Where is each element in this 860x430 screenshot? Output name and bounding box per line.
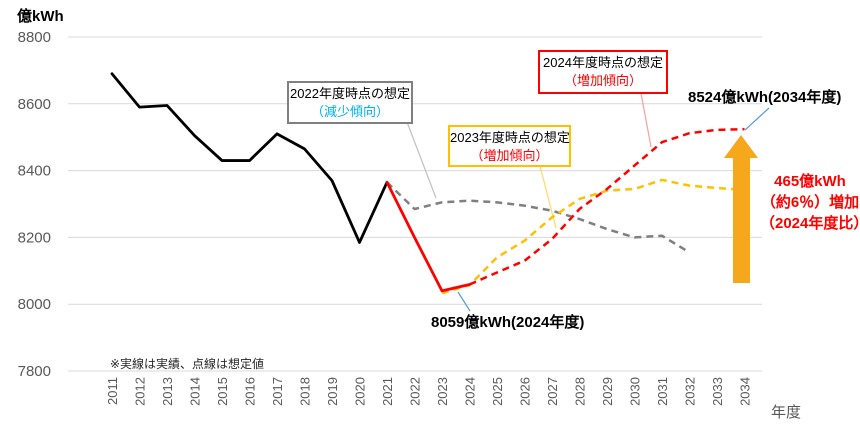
x-axis-title: 年度 — [771, 404, 802, 421]
x-tick-2021: 2021 — [380, 377, 395, 406]
x-tick-2020: 2020 — [353, 377, 368, 406]
y-axis-unit-label: 億kWh — [17, 8, 64, 25]
leader-2024-callout — [640, 92, 652, 148]
y-tick-8200: 8200 — [18, 229, 51, 246]
x-tick-2014: 2014 — [188, 377, 203, 406]
x-tick-2034: 2034 — [738, 377, 753, 406]
increase-arrow — [724, 135, 758, 283]
x-tick-2025: 2025 — [490, 377, 505, 406]
callout-2022-title: 2022年度時点の想定 — [290, 86, 410, 101]
callout-2023-subtitle: （増加傾向） — [470, 148, 549, 163]
annotation-2024-value: 8059億kWh(2024年度) — [431, 314, 585, 331]
x-tick-2015: 2015 — [215, 377, 230, 406]
increase-amount: 465億kWh — [774, 173, 846, 190]
series-line-3 — [468, 127, 745, 286]
callout-2024-title: 2024年度時点の想定 — [543, 55, 663, 70]
x-tick-2033: 2033 — [710, 377, 725, 406]
x-tick-2019: 2019 — [325, 377, 340, 406]
callout-2022-forecast: 2022年度時点の想定 （減少傾向） — [287, 81, 413, 124]
annotation-increase-vs-2024: 465億kWh （約6％）増加 （2024年度比） — [760, 171, 860, 234]
x-tick-2027: 2027 — [545, 377, 560, 406]
x-tick-2013: 2013 — [160, 377, 175, 406]
leader-2034-value — [744, 107, 770, 131]
y-tick-7800: 7800 — [18, 363, 51, 380]
x-tick-2029: 2029 — [600, 377, 615, 406]
x-tick-2011: 2011 — [105, 377, 120, 405]
y-tick-8800: 8800 — [18, 29, 51, 46]
increase-basis: （2024年度比） — [760, 215, 860, 232]
callout-2024-forecast: 2024年度時点の想定 （増加傾向） — [538, 50, 668, 94]
annotation-2034-value: 8524億kWh(2034年度) — [688, 89, 842, 106]
series-line-1 — [110, 72, 389, 244]
x-tick-2028: 2028 — [573, 377, 588, 406]
increase-percent: （約6％）増加 — [760, 194, 860, 211]
footnote-legend: ※実線は実績、点線は想定値 — [110, 357, 265, 371]
y-tick-8600: 8600 — [18, 96, 51, 113]
x-tick-2030: 2030 — [628, 377, 643, 406]
leader-2024-value — [457, 291, 471, 312]
x-tick-2018: 2018 — [298, 377, 313, 406]
leader-2022-callout — [406, 121, 437, 199]
x-tick-2012: 2012 — [133, 377, 148, 406]
callout-2024-subtitle: （増加傾向） — [563, 73, 642, 88]
y-tick-8000: 8000 — [18, 296, 51, 313]
x-tick-2024: 2024 — [463, 377, 478, 406]
x-tick-2032: 2032 — [683, 377, 698, 406]
x-tick-2023: 2023 — [435, 377, 450, 406]
y-tick-8400: 8400 — [18, 163, 51, 180]
callout-2023-forecast: 2023年度時点の想定 （増加傾向） — [448, 125, 571, 167]
x-tick-2017: 2017 — [270, 377, 285, 406]
callout-2022-subtitle: （減少傾向） — [310, 104, 389, 119]
x-tick-2022: 2022 — [408, 377, 423, 406]
x-tick-2016: 2016 — [243, 377, 258, 406]
series-line-4 — [385, 180, 471, 293]
series-line-2 — [441, 178, 745, 295]
callout-2023-title: 2023年度時点の想定 — [450, 130, 570, 145]
x-tick-2031: 2031 — [655, 377, 670, 406]
leader-2023-callout — [539, 165, 557, 229]
series-line-0 — [386, 181, 691, 254]
x-tick-2026: 2026 — [518, 377, 533, 406]
